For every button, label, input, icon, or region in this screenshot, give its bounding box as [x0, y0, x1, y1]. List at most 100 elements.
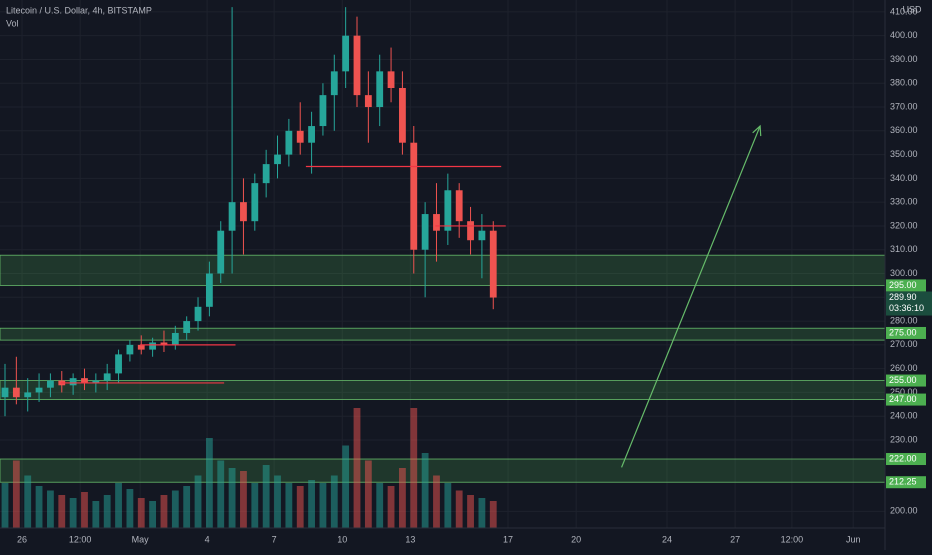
y-tick-label: 250.00	[890, 387, 918, 397]
candle-body	[160, 342, 168, 345]
candle-body	[410, 142, 418, 250]
level-tag	[886, 476, 926, 489]
volume-bar	[1, 483, 9, 528]
volume-bar	[376, 483, 384, 528]
y-tick-label: 410.00	[890, 6, 918, 16]
volume-bar	[353, 408, 361, 528]
arrow	[621, 125, 761, 468]
volume-bar	[251, 483, 259, 528]
candle-body	[217, 230, 225, 274]
y-tick-label: 200.00	[890, 506, 918, 516]
arrow-head	[752, 124, 762, 137]
candle-body	[319, 95, 327, 127]
zone	[0, 458, 886, 483]
y-axis-label: USD	[902, 4, 922, 14]
volume-bar	[330, 475, 338, 528]
y-tick-label: 300.00	[890, 268, 918, 278]
volume-bar	[228, 468, 236, 528]
candle-body	[171, 332, 179, 345]
x-tick-label: May	[132, 534, 150, 544]
volume-bar	[319, 483, 327, 528]
volume-bar	[35, 486, 43, 528]
y-tick-label: 340.00	[890, 173, 918, 183]
candle-body	[69, 378, 77, 386]
candle-body	[262, 164, 270, 184]
volume-bar	[126, 489, 134, 528]
volume-bar	[433, 475, 440, 528]
candle-body	[228, 202, 236, 231]
countdown: 03:36:10	[889, 303, 924, 313]
candle-body	[24, 392, 32, 398]
zone	[0, 254, 886, 286]
y-tick-label: 230.00	[890, 434, 918, 444]
volume-bar	[115, 483, 122, 528]
x-tick-label: 12:00	[781, 534, 804, 544]
x-tick-label: 13	[405, 534, 415, 544]
y-tick-label: 280.00	[890, 315, 918, 325]
candle-body	[342, 35, 350, 72]
candle-body	[467, 221, 474, 241]
volume-bar	[478, 498, 486, 528]
candle-body	[183, 321, 191, 333]
volume-bar	[47, 490, 54, 528]
volume-bar	[160, 495, 168, 528]
candle-body	[240, 202, 247, 222]
volume-bar	[308, 480, 315, 528]
y-tick-label: 390.00	[890, 54, 918, 64]
candle-body	[387, 71, 395, 88]
y-tick-label: 370.00	[890, 101, 918, 111]
candle-body	[126, 344, 134, 355]
volume-bar	[364, 460, 372, 528]
candle-body	[444, 190, 452, 231]
volume-bar	[149, 501, 157, 528]
candle-body	[353, 35, 361, 96]
y-tick-label: 240.00	[890, 411, 918, 421]
volume-bar	[183, 486, 191, 528]
y-tick-label: 350.00	[890, 149, 918, 159]
candle-body	[364, 95, 372, 108]
volume-bar	[194, 475, 202, 528]
y-tick-label: 380.00	[890, 78, 918, 88]
candle-body	[421, 214, 429, 250]
candle-body	[308, 126, 315, 143]
candle-body	[433, 214, 440, 231]
candle-body	[296, 130, 304, 143]
x-tick-label: 10	[337, 534, 347, 544]
level-label: 295.00	[889, 280, 917, 290]
volume-bar	[12, 460, 20, 528]
candle-body	[251, 183, 259, 222]
y-tick-label: 330.00	[890, 197, 918, 207]
x-tick-label: Jun	[846, 534, 861, 544]
volume-bar	[285, 483, 293, 528]
candle-body	[35, 387, 43, 393]
x-tick-label: 27	[730, 534, 740, 544]
y-tick-label: 320.00	[890, 220, 918, 230]
level-label: 275.00	[889, 327, 917, 337]
level-label: 255.00	[889, 375, 917, 385]
volume-bar	[103, 495, 111, 528]
candle-body	[137, 344, 145, 350]
level-tag	[886, 326, 926, 339]
volume-bar	[58, 495, 66, 528]
x-tick-label: 17	[503, 534, 513, 544]
volume-bar	[467, 495, 474, 528]
candle-body	[478, 230, 486, 241]
candle-body	[1, 387, 9, 398]
candle-body	[489, 230, 497, 298]
x-tick-label: 4	[205, 534, 210, 544]
candle-body	[47, 380, 54, 388]
volume-bar	[489, 501, 497, 528]
volume-bar	[240, 471, 247, 528]
candle-body	[194, 306, 202, 322]
price-tag	[886, 291, 932, 316]
candle-body	[376, 71, 384, 108]
volume-bar	[274, 475, 281, 528]
volume-bar	[262, 465, 270, 528]
volume-bar	[296, 486, 304, 528]
volume-bar	[410, 408, 418, 528]
x-tick-label: 12:00	[69, 534, 92, 544]
volume-bar	[137, 498, 145, 528]
y-tick-label: 310.00	[890, 244, 918, 254]
candle-body	[330, 71, 338, 96]
